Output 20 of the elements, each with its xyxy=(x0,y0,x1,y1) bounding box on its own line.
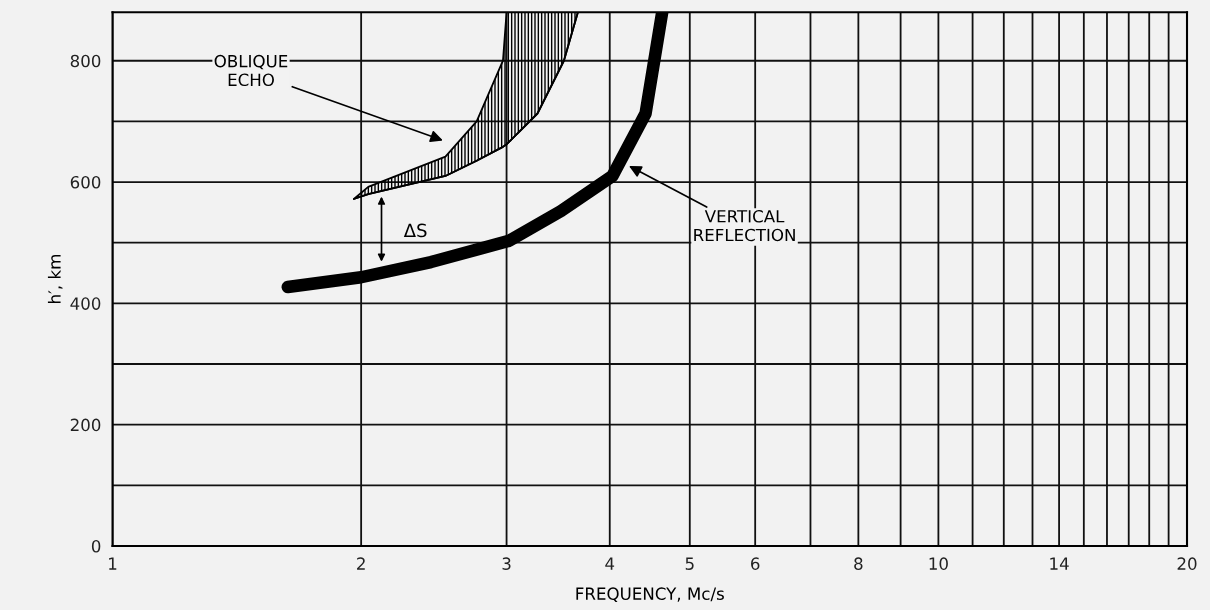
x-tick-label: 3 xyxy=(502,557,511,570)
y-tick-label: 600 xyxy=(70,175,101,189)
x-tick-label: 4 xyxy=(605,557,615,570)
x-tick-label: 20 xyxy=(1177,557,1197,570)
x-tick-label: 8 xyxy=(854,557,863,570)
x-tick-label: 6 xyxy=(751,557,760,570)
annotation: OBLIQUE ECHO xyxy=(214,54,288,87)
annotation: ΔS xyxy=(403,223,427,238)
x-tick-label: 5 xyxy=(685,557,694,570)
x-tick-label: 1 xyxy=(109,557,117,570)
y-tick-label: 800 xyxy=(70,54,101,68)
annotation: VERTICAL REFLECTION xyxy=(694,210,795,242)
y-tick-label: 0 xyxy=(91,539,101,553)
y-tick-label: 200 xyxy=(70,418,101,432)
x-tick-label: 14 xyxy=(1050,557,1069,570)
x-axis-title: FREQUENCY, Mc/s xyxy=(576,587,724,602)
x-tick-label: 10 xyxy=(929,557,948,570)
x-tick-label: 2 xyxy=(357,557,365,570)
y-tick-label: 400 xyxy=(70,297,101,310)
y-axis-title: h′, km xyxy=(47,255,63,303)
